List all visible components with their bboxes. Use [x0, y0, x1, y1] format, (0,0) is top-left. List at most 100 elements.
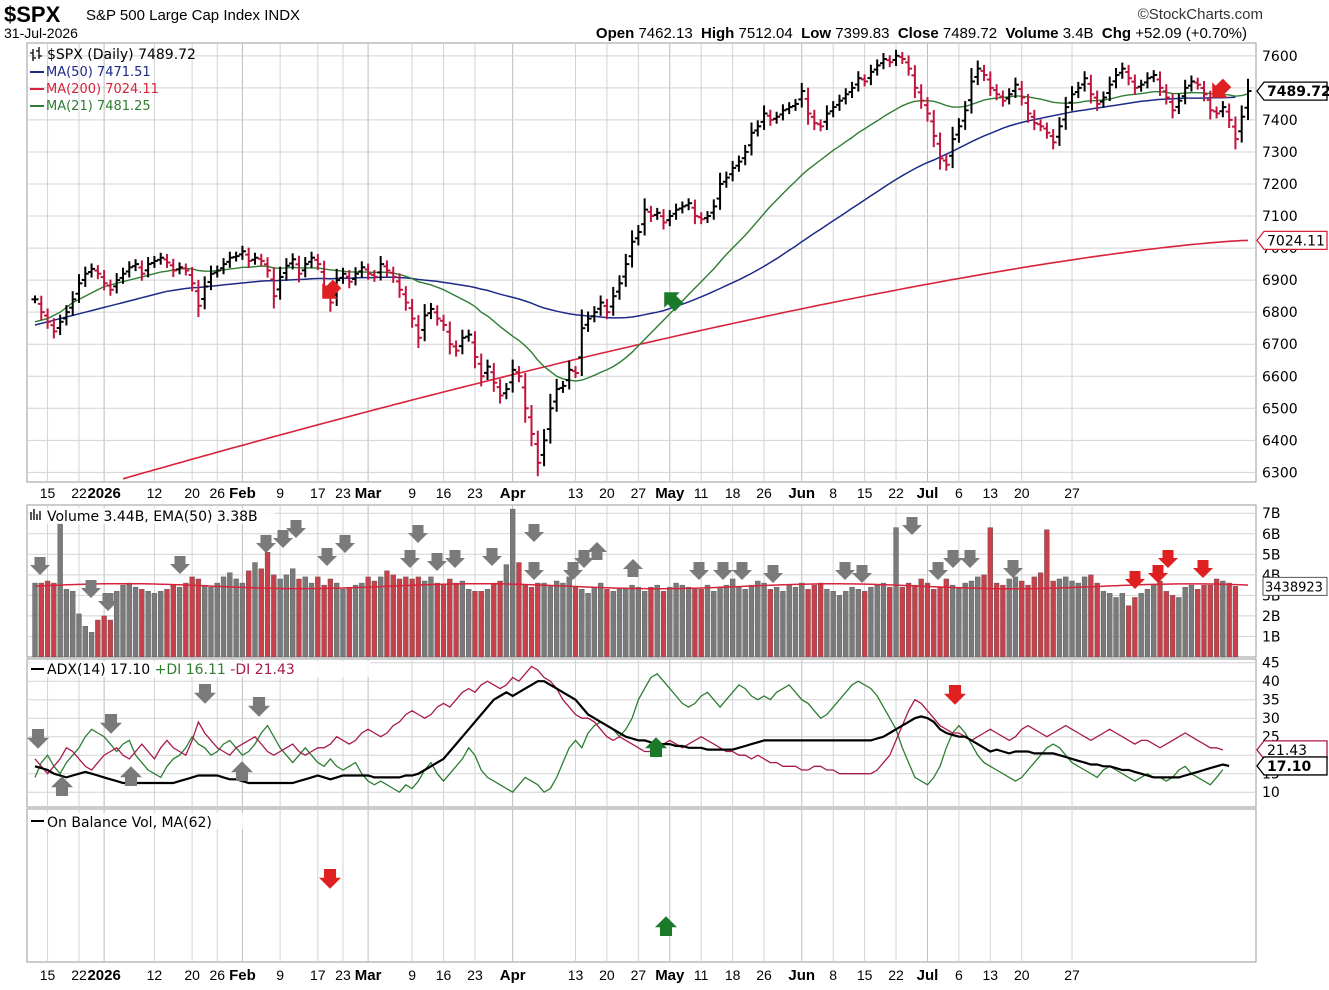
volume-bar — [572, 586, 579, 658]
volume-bar — [761, 582, 767, 658]
price-bar — [201, 276, 209, 310]
price-bar — [578, 309, 586, 377]
price-bar — [861, 74, 869, 87]
adx-y-tick: 10 — [1262, 785, 1280, 801]
price-bar — [138, 260, 146, 281]
volume-bar — [729, 578, 736, 658]
volume-bar — [371, 580, 378, 658]
volume-label: Volume — [1005, 25, 1059, 42]
price-bar — [295, 255, 303, 283]
price-bar — [364, 263, 372, 280]
adx-legend-bg — [30, 661, 370, 677]
volume-bar — [968, 580, 975, 658]
price-y-tick: 6400 — [1262, 433, 1298, 449]
exchange-label: INDX — [264, 7, 301, 24]
volume-bar — [522, 584, 528, 658]
adx-legend-item: -DI 21.43 — [226, 662, 295, 678]
price-x-tick: 12 — [147, 485, 163, 501]
volume-down-arrow — [286, 520, 306, 538]
volume-bar — [528, 586, 535, 658]
ma21-line — [34, 91, 1249, 382]
buy-signal-arrow-shape — [664, 292, 684, 312]
obv-buy-arrow — [655, 916, 677, 936]
volume-value: 3.4B — [1062, 25, 1094, 42]
volume-bar — [667, 586, 673, 658]
sell-signal-arrow-shape — [1212, 78, 1232, 98]
volume-bar — [773, 586, 780, 658]
price-bar — [735, 155, 743, 172]
obv-x-tick: 27 — [631, 967, 647, 983]
price-bar — [722, 171, 730, 188]
price-bar — [477, 353, 485, 387]
volume-down-arrow — [81, 580, 101, 598]
price-bar — [1074, 81, 1082, 99]
volume-bar — [855, 589, 861, 658]
price-x-tick: Apr — [500, 485, 526, 502]
volume-bar — [748, 584, 755, 658]
obv-x-tick: 13 — [568, 967, 584, 983]
volume-bar — [459, 580, 466, 658]
price-bar — [1169, 93, 1177, 119]
volume-bar — [1144, 589, 1151, 658]
price-bar — [603, 298, 611, 320]
volume-bar — [641, 591, 648, 658]
vol-last-box — [1262, 576, 1328, 596]
volume-bar — [220, 576, 227, 658]
price-bar — [597, 295, 605, 316]
volume-bar — [107, 619, 114, 658]
price-bar — [697, 212, 705, 225]
volume-ema-line — [34, 582, 1249, 590]
volume-bar — [956, 586, 962, 658]
price-x-tick: Mar — [355, 485, 382, 502]
volume-bar — [271, 574, 277, 658]
price-bar — [936, 132, 944, 170]
obv-x-tick: 26 — [209, 967, 225, 983]
obv-x-tick: 26 — [756, 967, 772, 983]
volume-bar — [164, 589, 170, 658]
volume-bar — [491, 582, 497, 658]
obv-x-tick: Apr — [500, 967, 526, 984]
obv-x-tick: 16 — [436, 967, 452, 983]
vol-y-tick: 5B — [1262, 547, 1281, 563]
price-x-tick: 18 — [725, 485, 741, 501]
price-bar — [829, 101, 837, 118]
price-bar — [1181, 79, 1189, 105]
price-bar — [1219, 101, 1227, 118]
price-bar — [113, 273, 121, 294]
price-y-tick: 6700 — [1262, 337, 1298, 353]
ohlc-legend-icon — [30, 47, 42, 61]
vol-legend-bg — [35, 508, 275, 524]
volume-bar — [139, 589, 145, 658]
price-bar — [1018, 81, 1026, 106]
di-minus-line — [34, 665, 1224, 775]
volume-down-arrow — [317, 548, 337, 566]
price-x-tick: 27 — [1064, 485, 1080, 501]
volume-bar — [503, 564, 510, 658]
volume-down-arrow — [408, 525, 428, 543]
obv-x-tick: 15 — [40, 967, 56, 983]
volume-bar — [1100, 591, 1107, 658]
volume-bar — [1094, 582, 1100, 658]
volume-bar — [1163, 591, 1169, 658]
price-bar — [1005, 88, 1013, 105]
di-plus-line — [34, 672, 1224, 794]
volume-bar — [893, 527, 899, 658]
price-x-tick: May — [655, 485, 685, 502]
adx-line — [34, 680, 1230, 785]
high-value: 7512.04 — [738, 25, 793, 42]
volume-bar — [170, 584, 176, 658]
brand-label[interactable]: ©StockCharts.com — [1137, 6, 1263, 23]
volume-bar — [415, 576, 422, 658]
price-bar — [37, 295, 45, 321]
volume-bar — [378, 576, 384, 658]
price-bar — [352, 267, 360, 286]
price-bar — [854, 71, 862, 92]
price-bar — [917, 84, 925, 109]
vol-y-tick: 2B — [1262, 609, 1281, 625]
volume-bar — [849, 586, 855, 658]
volume-bar — [843, 591, 849, 658]
volume-bar — [1088, 574, 1094, 658]
volume-bar — [1195, 589, 1201, 658]
volume-bar — [32, 582, 38, 658]
